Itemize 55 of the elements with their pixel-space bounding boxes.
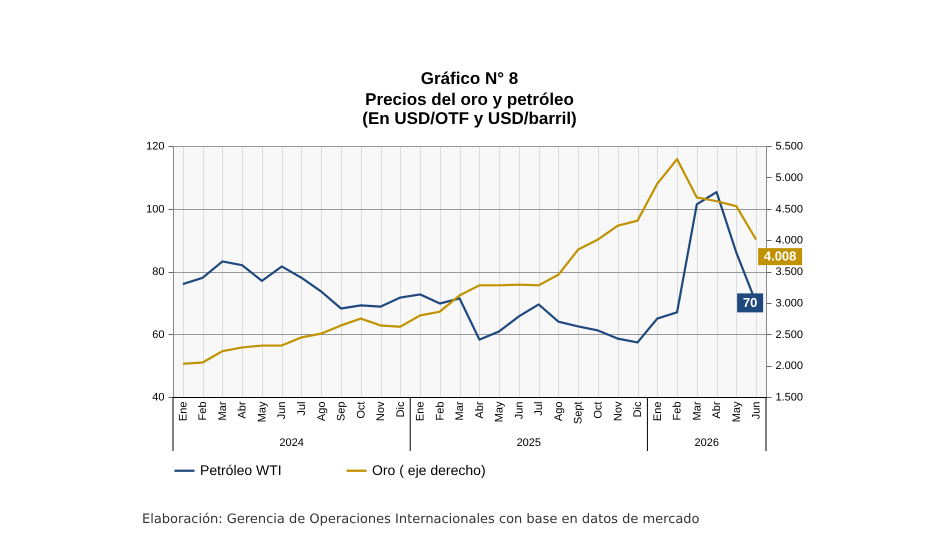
x-tick-label: Ago [552, 402, 565, 422]
x-tick-label: Nov [375, 401, 388, 422]
legend-label: Oro ( eje derecho) [372, 462, 486, 478]
x-tick-label: Dic [394, 401, 407, 418]
x-tick-label: Feb [434, 402, 446, 420]
y-tick-label: 120 [146, 140, 164, 152]
text: 2026 [694, 437, 719, 449]
text: Elaboración: Gerencia de Operaciones Internacionales con base en datos de mercado [142, 512, 700, 527]
x-tick-label: Jun [513, 402, 526, 420]
x-tick-label: Feb [197, 402, 210, 420]
y2-tick-label: 4.500 [776, 203, 804, 216]
x-tick-label: Ene [177, 402, 190, 422]
x-tick-label: Sep [336, 402, 348, 422]
y-tick-label: 40 [152, 392, 164, 404]
y2-tick-label: 2.500 [776, 328, 804, 341]
x-tick-label: Mar [216, 401, 229, 420]
y2-tick-label: 5.000 [776, 172, 804, 184]
x-tick-label: May [256, 401, 268, 422]
x-tick-label: Jul [296, 402, 308, 416]
x-tick-label: May [494, 401, 506, 422]
chart-subtitle: Precios del oro y petróleo (En USD/OTF y USD/barril) [362, 90, 577, 128]
y2-tick-label: 1.500 [776, 392, 804, 404]
y2-tick-label: 3.000 [776, 297, 804, 310]
y-tick-label: 80 [152, 266, 164, 278]
data-label: 70 [742, 294, 758, 310]
x-tick-label: Feb [672, 402, 684, 420]
x-tick-label: Sept [572, 402, 585, 424]
x-tick-label: Abr [474, 401, 486, 419]
x-tick-label: Jul [533, 402, 546, 416]
data-label: 4.008 [764, 248, 796, 264]
y2-tick-label: 4.000 [776, 234, 804, 247]
y-tick-label: 60 [152, 328, 164, 341]
x-tick-label: Jun [276, 402, 288, 420]
chart-title: Gráfico N° 8 [420, 69, 518, 88]
legend-label: Petróleo WTI [200, 462, 282, 478]
x-tick-label: Ene [652, 402, 664, 422]
x-tick-label: Mar [454, 401, 466, 420]
x-tick-label: May [730, 401, 743, 422]
x-tick-label: Ago [316, 402, 328, 422]
text: 2025 [516, 437, 542, 449]
x-tick-label: Oct [592, 402, 604, 419]
text: 2024 [279, 437, 304, 449]
x-tick-label: Nov [612, 401, 624, 422]
y2-tick-label: 3.500 [776, 266, 804, 278]
x-tick-label: Dic [632, 401, 644, 418]
line-series [182, 158, 758, 365]
x-tick-label: Jun [750, 402, 763, 420]
x-tick-label: Mar [691, 401, 704, 420]
x-tick-label: Abr [711, 401, 724, 419]
x-tick-label: Oct [355, 402, 368, 419]
x-tick-label: Ene [414, 402, 427, 422]
x-tick-label: Abr [236, 401, 249, 419]
y-tick-label: 100 [146, 203, 164, 216]
y2-tick-label: 2.000 [776, 360, 804, 372]
y2-tick-label: 5.500 [776, 140, 804, 152]
